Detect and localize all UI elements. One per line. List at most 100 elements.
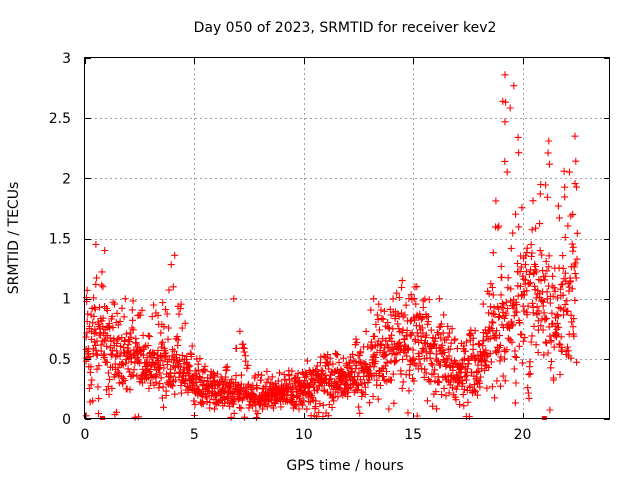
data-point (405, 387, 413, 395)
data-point (335, 384, 343, 391)
data-point (126, 350, 134, 358)
data-point (495, 222, 503, 230)
data-point (434, 357, 442, 365)
data-point (98, 268, 106, 276)
data-point (509, 229, 517, 237)
data-point (395, 294, 403, 301)
data-point (82, 357, 90, 365)
data-point (230, 409, 238, 417)
y-tick-label: 0 (62, 412, 71, 428)
data-point (427, 378, 435, 386)
data-point (499, 97, 507, 105)
data-point (92, 346, 100, 354)
data-point (522, 252, 530, 260)
data-point (178, 324, 186, 332)
data-point (501, 71, 509, 79)
data-point (410, 295, 418, 303)
data-point (355, 369, 363, 377)
data-point (233, 344, 240, 352)
data-point (517, 263, 525, 271)
data-point (513, 301, 521, 308)
data-point (490, 310, 498, 318)
data-point (237, 371, 245, 379)
data-point (288, 388, 296, 396)
data-point (100, 350, 108, 358)
data-point (228, 375, 236, 383)
data-point (150, 301, 158, 309)
data-point (524, 389, 532, 397)
data-point (240, 345, 248, 352)
data-points (82, 71, 581, 422)
data-point (353, 386, 361, 393)
data-point (423, 397, 431, 405)
data-point (306, 398, 314, 406)
data-point (184, 388, 192, 396)
data-point (156, 380, 164, 388)
data-point (121, 337, 129, 345)
data-point (431, 366, 439, 374)
data-point (181, 319, 189, 327)
data-point (303, 405, 311, 413)
data-point (569, 323, 577, 331)
data-point (159, 357, 167, 365)
data-point (94, 383, 102, 391)
data-point (396, 338, 404, 346)
data-point (92, 280, 100, 288)
data-point (521, 334, 529, 342)
data-point (410, 377, 418, 385)
data-point (144, 362, 152, 370)
data-point (100, 337, 108, 345)
data-point (109, 346, 117, 354)
data-point (493, 327, 501, 335)
data-point (458, 360, 466, 368)
data-point (379, 315, 387, 323)
data-point (523, 244, 531, 252)
data-point (526, 271, 533, 278)
data-point (155, 365, 162, 373)
data-point (549, 272, 557, 280)
data-point (469, 334, 477, 342)
data-point (543, 267, 551, 275)
data-point (299, 397, 307, 405)
data-point (185, 363, 193, 371)
data-point (97, 347, 105, 355)
data-point (419, 329, 427, 337)
data-point (493, 377, 501, 385)
y-tick-label: 3 (62, 51, 71, 67)
data-point (145, 385, 153, 392)
data-point (368, 343, 376, 351)
data-point (427, 326, 435, 334)
data-point (91, 325, 99, 333)
data-point (502, 298, 510, 306)
data-point (571, 180, 579, 188)
data-point (512, 210, 520, 218)
data-point (314, 386, 322, 394)
data-point (198, 398, 206, 406)
data-point (242, 357, 250, 365)
data-point (571, 259, 579, 267)
data-point (527, 338, 535, 346)
data-point (559, 264, 567, 272)
data-point (211, 405, 218, 413)
data-point (161, 353, 169, 361)
data-point (340, 371, 348, 379)
data-point (489, 291, 497, 299)
data-point (570, 332, 578, 340)
data-point (486, 326, 494, 334)
data-point (502, 309, 510, 317)
data-point (372, 321, 380, 328)
data-point (548, 309, 556, 317)
data-point (164, 335, 172, 343)
data-point (136, 311, 144, 319)
data-point (124, 365, 132, 373)
data-point (139, 379, 146, 387)
data-point (572, 157, 580, 165)
data-point (463, 371, 471, 379)
data-point (452, 385, 460, 393)
data-point (369, 393, 377, 400)
data-point (508, 338, 516, 346)
data-point (398, 277, 406, 285)
data-point (254, 410, 262, 418)
data-point (159, 383, 167, 391)
data-point (114, 335, 122, 343)
